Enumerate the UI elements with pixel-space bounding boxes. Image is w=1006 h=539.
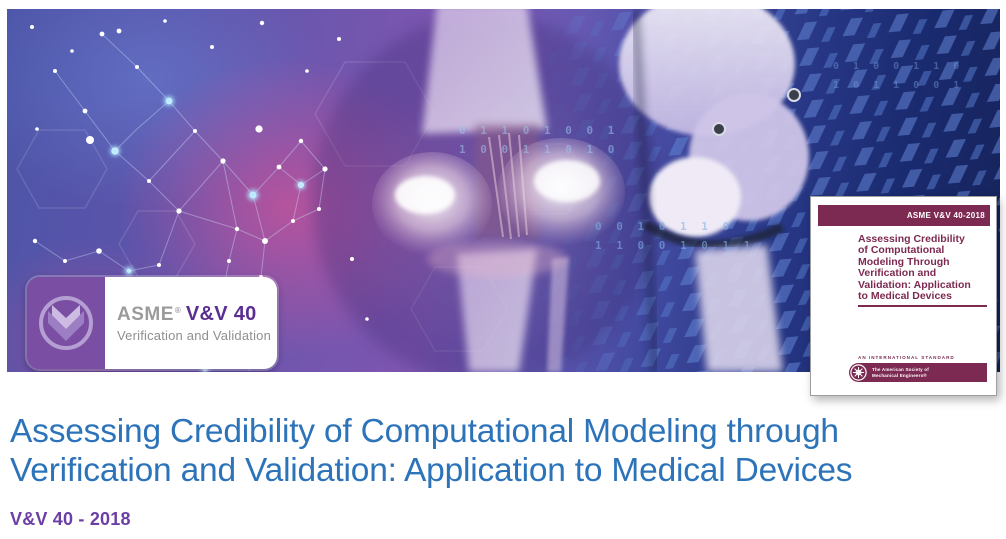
- page-title-line-1: Assessing Credibility of Computational M…: [10, 413, 839, 450]
- page-title-line-2: Verification and Validation: Application…: [10, 452, 853, 489]
- badge-text-box: ASME ® V&V 40 Verification and Validatio…: [105, 277, 277, 369]
- asme-gear-icon: [850, 364, 867, 381]
- standard-designation: V&V 40 - 2018: [10, 509, 131, 529]
- book-title-line: of Computational: [858, 244, 945, 257]
- badge-brand-label: ASME: [117, 304, 174, 325]
- book-title: Assessing Credibility of Computational M…: [858, 233, 991, 303]
- banner-artwork-graphic: [16, 9, 1000, 372]
- asme-vv40-logo-badge: ASME ® V&V 40 Verification and Validatio…: [27, 277, 277, 369]
- publisher-band: The American Society of Mechanical Engin…: [849, 363, 987, 382]
- international-standard-label: AN INTERNATIONAL STANDARD: [858, 355, 955, 360]
- book-title-line: Verification and: [858, 267, 937, 280]
- page-title: Assessing Credibility of Computational M…: [10, 412, 1002, 490]
- badge-tagline: Verification and Validation: [117, 328, 272, 343]
- publisher-line: Mechanical Engineers®: [872, 372, 927, 378]
- book-divider-rule: [858, 305, 987, 307]
- book-title-line: Assessing Credibility: [858, 233, 965, 245]
- book-title-line: Validation: Application: [858, 278, 971, 291]
- publisher-line: The American Society of: [872, 367, 929, 372]
- book-designation-band: ASME V&V 40-2018: [818, 205, 990, 226]
- vv-chevron-icon: [27, 277, 105, 369]
- standard-book-cover: ASME V&V 40-2018 Assessing Credibility o…: [810, 196, 997, 396]
- book-title-line: to Medical Devices: [858, 290, 952, 303]
- badge-product-label: V&V 40: [185, 303, 257, 325]
- book-title-line: Modeling Through: [858, 255, 950, 268]
- registered-mark: ®: [174, 306, 181, 315]
- publisher-name: The American Society of Mechanical Engin…: [872, 367, 929, 378]
